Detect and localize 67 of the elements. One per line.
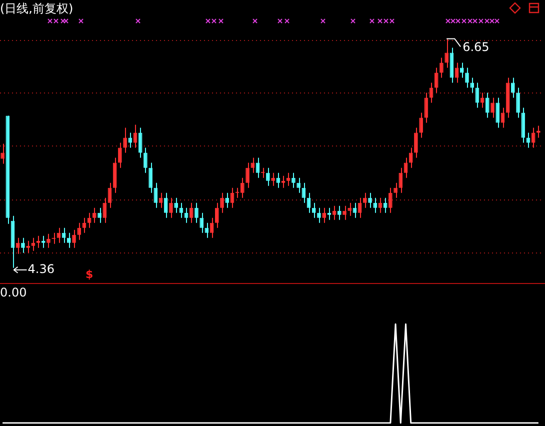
candlestick [531, 127, 536, 148]
candlestick [164, 192, 168, 218]
candlestick [72, 229, 76, 248]
candlestick [485, 92, 490, 118]
candlestick [66, 232, 71, 248]
candlestick [337, 205, 342, 220]
candlestick [16, 237, 20, 254]
candlestick [98, 207, 102, 224]
candlestick [398, 167, 403, 194]
candlestick [246, 162, 250, 188]
candlestick [292, 172, 296, 188]
candlestick [296, 177, 300, 194]
candlestick [444, 38, 448, 68]
candlestick [348, 202, 352, 216]
candlestick [516, 87, 520, 118]
candlestick [118, 142, 122, 168]
candlestick [419, 112, 423, 138]
candlestick [240, 177, 244, 198]
candlestick [123, 127, 127, 154]
annotation: 6.65 [462, 40, 490, 54]
candlestick [200, 212, 204, 234]
candlestick [144, 147, 148, 174]
candlestick [169, 197, 173, 218]
candlestick [388, 187, 392, 214]
candlestick [77, 222, 82, 240]
candlestick [128, 132, 132, 148]
candlestick [368, 192, 372, 208]
candlestick [138, 127, 142, 158]
candlestick [470, 77, 474, 94]
candlestick [317, 207, 321, 224]
candlestick [496, 97, 500, 128]
candlestick [363, 192, 367, 208]
candlestick [174, 197, 178, 214]
candlestick [266, 167, 270, 186]
candlestick [521, 107, 526, 144]
annotation: 4.36 [28, 262, 54, 276]
candlestick [148, 162, 152, 194]
candlestick [286, 172, 290, 186]
candlestick [394, 182, 398, 198]
candlestick [440, 57, 444, 78]
candlestick [312, 202, 316, 218]
candlestick [214, 202, 219, 228]
candlestick [102, 197, 107, 224]
candlestick [408, 147, 413, 168]
candlestick [189, 202, 194, 224]
candlestick [194, 202, 198, 224]
candlestick [21, 237, 25, 254]
chart-title: 0.00 [0, 285, 27, 300]
candlestick [465, 67, 469, 88]
candlestick [250, 157, 255, 174]
candlestick [322, 207, 326, 224]
candlestick [276, 172, 280, 188]
annotation: $ [85, 268, 94, 281]
candlestick [414, 127, 418, 158]
candlestick [0, 143, 4, 164]
candlestick [225, 192, 230, 208]
candlestick [373, 197, 378, 214]
candlestick [434, 67, 438, 94]
candlestick [46, 233, 50, 248]
chart-title: (日线,前复权) [0, 1, 74, 16]
candlestick [460, 62, 464, 78]
candlestick [92, 207, 96, 224]
candlestick [342, 205, 346, 220]
candlestick [511, 77, 515, 98]
candlestick [271, 172, 275, 186]
candlestick [220, 192, 224, 214]
candlestick [490, 97, 494, 118]
